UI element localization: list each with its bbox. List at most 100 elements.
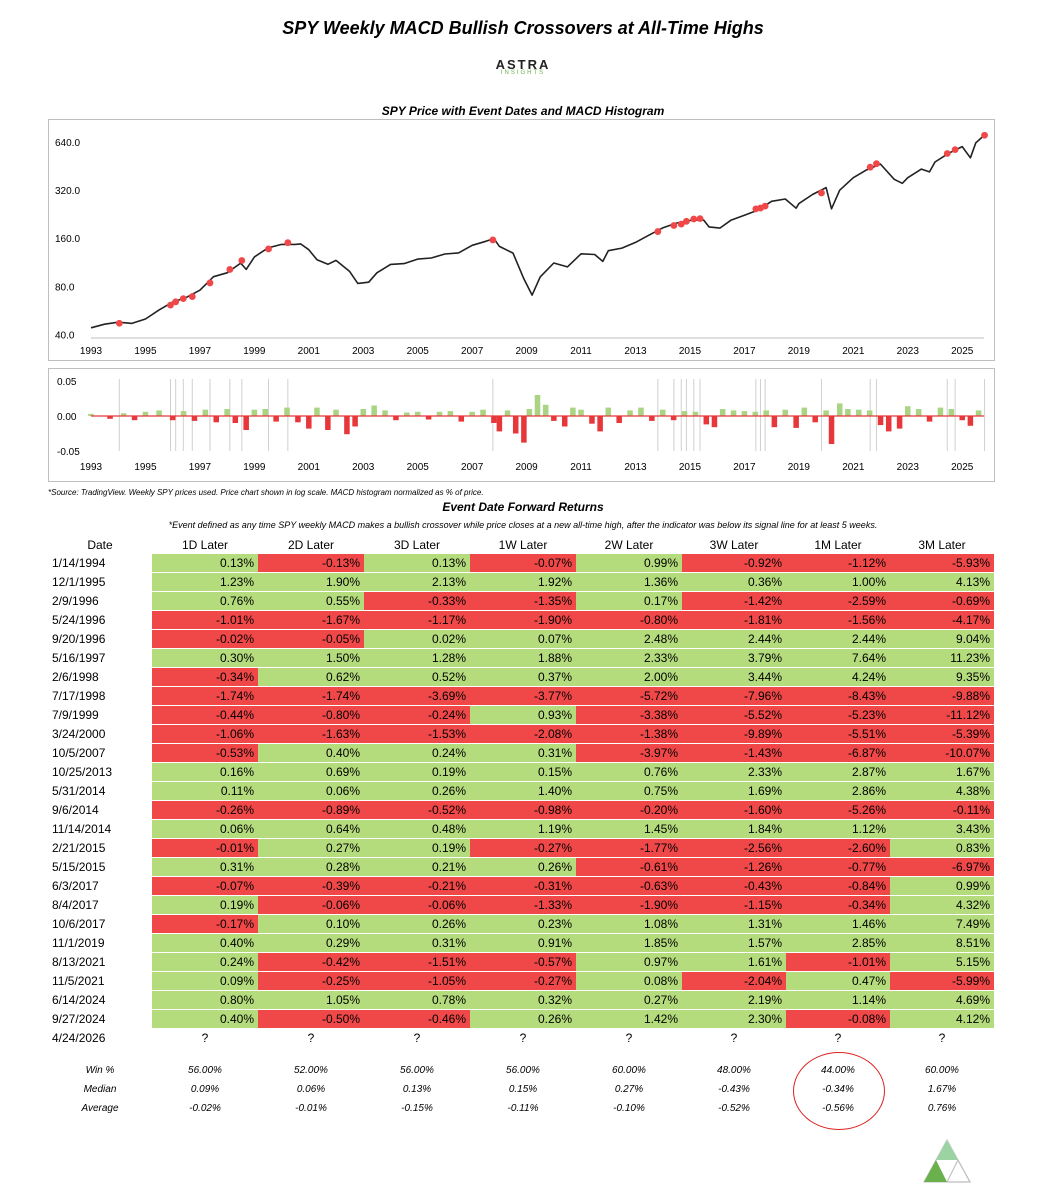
- return-cell: 1.28%: [364, 648, 470, 668]
- macd-bar: [823, 410, 829, 416]
- stats-value: 1.67%: [927, 1084, 957, 1095]
- return-cell: -1.26%: [682, 857, 786, 877]
- return-cell: -0.46%: [364, 1009, 470, 1029]
- y-tick-label: 160.0: [55, 234, 80, 245]
- event-date-cell: 2/9/1996: [48, 591, 152, 611]
- stats-value: 48.00%: [717, 1065, 751, 1076]
- return-cell: -2.59%: [786, 591, 890, 611]
- event-date-cell: 10/6/2017: [48, 914, 152, 934]
- return-cell: -1.77%: [576, 838, 682, 858]
- return-cell: -0.25%: [258, 971, 364, 991]
- x-tick-label: 2015: [679, 346, 702, 357]
- return-cell: 1.05%: [258, 990, 364, 1010]
- macd-bar: [232, 416, 239, 423]
- event-date-cell: 6/3/2017: [48, 876, 152, 896]
- column-header: 3W Later: [709, 537, 759, 552]
- table-row: 7/9/1999 -0.44% -0.80% -0.24% 0.93% -3.38% -5.…: [48, 705, 994, 725]
- macd-histogram-chart: -0.05 0.00 0.05 1993 1995 1997 1999 2001 2003 200…: [57, 377, 986, 473]
- macd-bar: [866, 410, 873, 416]
- macd-bar: [771, 416, 778, 428]
- return-cell: 1.00%: [786, 572, 890, 592]
- macd-bar: [447, 411, 454, 416]
- table-row: 11/5/2021 0.09% -0.25% -1.05% -0.27% 0.08% -2.…: [48, 971, 994, 991]
- event-date-cell: 8/13/2021: [48, 952, 152, 972]
- macd-bar: [793, 416, 799, 428]
- macd-bar: [480, 409, 486, 416]
- return-cell: -5.51%: [786, 724, 890, 744]
- event-marker: [167, 301, 174, 309]
- return-cell: 2.48%: [576, 629, 682, 649]
- return-cell: -3.97%: [576, 743, 682, 763]
- return-cell: -0.61%: [576, 857, 682, 877]
- macd-bar: [496, 416, 503, 432]
- price-chart-title: SPY Price with Event Dates and MACD Hist…: [381, 104, 665, 118]
- return-cell: 0.31%: [152, 857, 258, 877]
- event-date-cell: 9/27/2024: [48, 1009, 152, 1029]
- event-date-cell: 2/21/2015: [48, 838, 152, 858]
- return-cell: -0.84%: [786, 876, 890, 896]
- return-cell: 0.78%: [364, 990, 470, 1010]
- macd-bar: [213, 416, 219, 423]
- return-cell: -0.07%: [470, 554, 576, 573]
- event-marker: [115, 319, 123, 327]
- return-cell: -0.01%: [152, 838, 258, 858]
- macd-bar: [812, 416, 818, 423]
- macd-bar: [561, 416, 568, 427]
- stats-value: 0.13%: [402, 1084, 432, 1095]
- macd-bar: [828, 416, 835, 444]
- event-marker: [866, 163, 874, 171]
- return-cell: 7.64%: [786, 648, 890, 668]
- return-cell: 1.84%: [682, 819, 786, 839]
- return-cell: -0.31%: [470, 876, 576, 896]
- macd-bar: [262, 409, 269, 416]
- return-cell: ?: [470, 1028, 576, 1048]
- macd-bar: [534, 395, 541, 416]
- macd-bar: [589, 416, 595, 424]
- macd-bar: [659, 409, 666, 416]
- return-cell: 4.12%: [890, 1009, 994, 1029]
- return-cell: 0.13%: [364, 554, 470, 573]
- x-tick-label: 1993: [80, 346, 103, 357]
- macd-bar: [142, 411, 149, 416]
- return-cell: 4.32%: [890, 895, 994, 915]
- table-row: 11/14/2014 0.06% 0.64% 0.48% 1.19% 1.45% 1.84%…: [48, 819, 994, 839]
- return-cell: 0.21%: [364, 857, 470, 877]
- return-cell: 0.19%: [364, 762, 470, 782]
- event-marker: [238, 257, 246, 264]
- macd-bar: [915, 409, 922, 416]
- stats-value: -0.11%: [507, 1103, 539, 1114]
- x-tick-label: 1999: [243, 346, 266, 357]
- return-cell: 1.57%: [682, 933, 786, 953]
- macd-bar: [959, 416, 965, 421]
- return-cell: 1.92%: [470, 572, 576, 592]
- table-row: 10/5/2007 -0.53% 0.40% 0.24% 0.31% -3.97% -1.4…: [48, 743, 994, 763]
- return-cell: -5.23%: [786, 705, 890, 725]
- return-cell: -0.77%: [786, 857, 890, 877]
- x-tick-label: 2019: [788, 462, 811, 473]
- table-row: 8/13/2021 0.24% -0.42% -1.51% -0.57% 0.97% 1.6…: [48, 952, 994, 972]
- event-date-cell: 7/9/1999: [48, 705, 152, 725]
- return-cell: 3.43%: [890, 819, 994, 839]
- macd-bar: [107, 416, 113, 419]
- event-date-cell: 9/20/1996: [48, 629, 152, 649]
- astra-logo-icon: [922, 1138, 972, 1183]
- return-cell: 0.37%: [470, 667, 576, 687]
- x-tick-label: 2025: [951, 462, 974, 473]
- return-cell: 0.26%: [364, 914, 470, 934]
- return-cell: 0.29%: [258, 933, 364, 953]
- macd-bar: [156, 410, 162, 416]
- stats-value: 60.00%: [925, 1065, 959, 1076]
- y-tick-label: 40.0: [55, 330, 75, 341]
- table-row: 9/27/2024 0.40% -0.50% -0.46% 0.26% 1.42% 2.30…: [48, 1009, 994, 1029]
- brand-logo: ASTRA INSIGHTS: [0, 57, 1046, 76]
- macd-bar: [314, 407, 320, 416]
- return-cell: -2.04%: [682, 971, 786, 991]
- return-cell: 1.88%: [470, 648, 576, 668]
- y-tick-label: 80.0: [55, 282, 75, 293]
- return-cell: 0.31%: [364, 933, 470, 953]
- return-cell: 9.04%: [890, 629, 994, 649]
- event-date-cell: 11/14/2014: [48, 819, 152, 839]
- macd-bar: [414, 411, 421, 416]
- return-cell: -4.17%: [890, 610, 994, 630]
- return-cell: 0.40%: [258, 743, 364, 763]
